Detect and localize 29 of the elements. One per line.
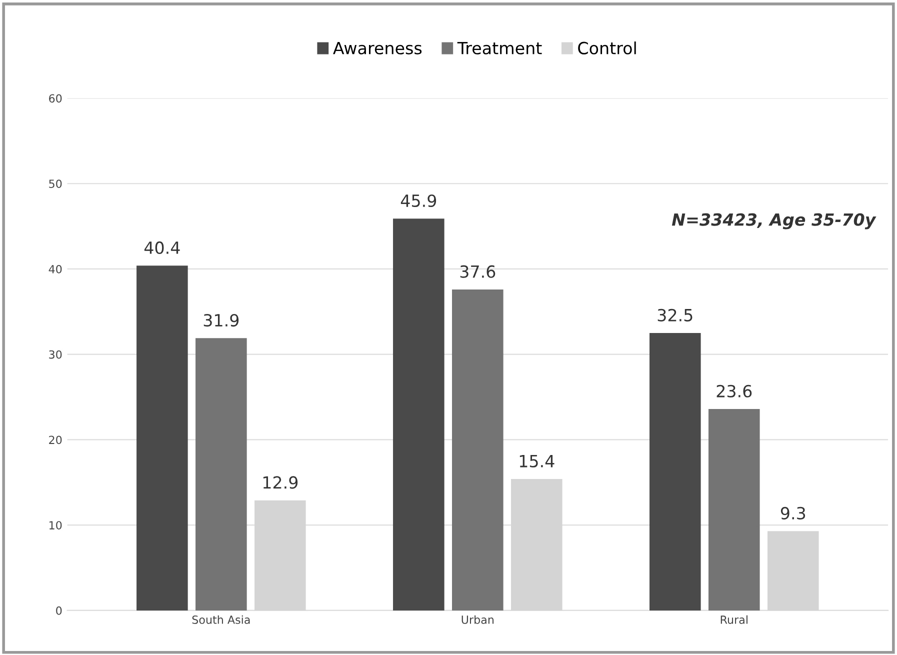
legend-label: Treatment [457,42,542,54]
x-tick-label: Rural [720,615,748,624]
data-label: 32.5 [658,308,692,322]
y-tick-label: 20 [49,436,62,444]
y-tick-label: 50 [49,180,62,188]
x-tick-label: South Asia [192,615,250,624]
y-tick-label: 10 [49,521,62,530]
y-tick-label: 30 [49,350,62,359]
data-label: 15.4 [520,455,554,468]
bar [708,408,760,610]
data-label: 37.6 [460,265,496,278]
bar [650,333,701,610]
annotation: N=33423, Age 35-70y [672,213,876,230]
legend-label: Control [578,42,636,54]
bar [196,338,247,610]
data-label: 23.6 [716,384,752,398]
data-label: 45.9 [400,194,436,208]
data-label: 12.9 [263,476,298,489]
data-label: 31.9 [204,314,239,327]
y-tick-label: 0 [56,606,62,615]
bar [452,289,504,610]
bar [393,218,444,610]
legend-label: Awareness [333,42,422,54]
data-label: 40.4 [144,241,180,254]
y-tick-label: 60 [49,94,62,103]
bar [136,266,188,610]
y-tick-label: 40 [48,264,62,274]
x-tick-label: Urban [462,615,494,624]
data-label: 9.3 [780,506,806,520]
